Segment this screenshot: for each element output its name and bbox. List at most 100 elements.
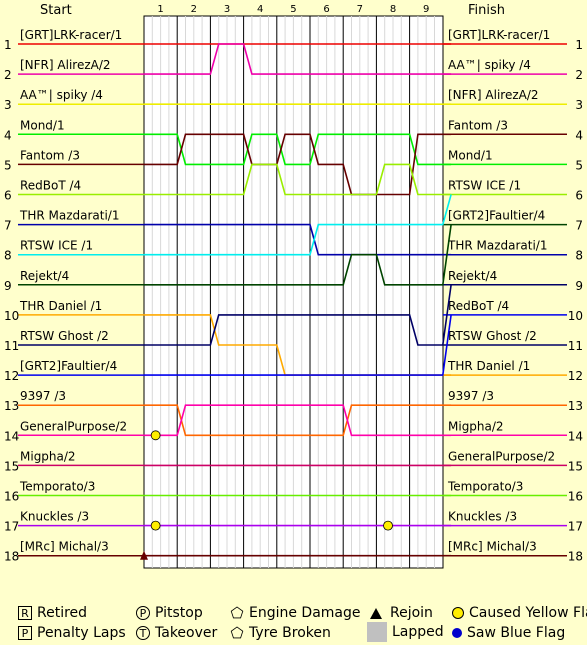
- finish-driver-label: RedBoT /4: [448, 299, 509, 313]
- legend-rejoin-label: Rejoin: [390, 605, 433, 621]
- position-label-right: 9: [575, 279, 583, 293]
- position-label-right: 7: [575, 219, 583, 233]
- series-line: [144, 163, 452, 196]
- start-driver-label: Temporato/3: [19, 480, 95, 494]
- penalty-icon: P: [18, 626, 32, 640]
- position-label-right: 8: [575, 249, 583, 263]
- position-label-right: 4: [575, 128, 583, 142]
- start-driver-label: THR Mazdarati/1: [19, 209, 120, 223]
- pitstop-icon: P: [136, 606, 150, 620]
- position-label-right: 18: [568, 550, 583, 564]
- position-label-left: 17: [4, 520, 19, 534]
- start-driver-label: Rejekt/4: [20, 269, 69, 283]
- legend-lapped: Lapped: [367, 622, 444, 642]
- blue-flag-icon: [452, 628, 462, 638]
- rejoin-marker: [140, 550, 148, 560]
- legend-rejoin: Rejoin: [370, 605, 433, 621]
- start-driver-label: Migpha/2: [20, 449, 76, 463]
- finish-driver-label: [GRT2]Faultier/4: [448, 209, 545, 223]
- yellow-flag-icon: [452, 607, 464, 619]
- start-driver-label: GeneralPurpose/2: [20, 419, 127, 433]
- yellow-flag-marker: [383, 520, 393, 531]
- start-driver-label: [MRc] Michal/3: [20, 540, 109, 554]
- legend-yellow-label: Caused Yellow Flag: [469, 605, 587, 621]
- series-line: [144, 224, 452, 286]
- legend-lapped-label: Lapped: [392, 624, 444, 640]
- start-driver-label: 9397 /3: [20, 389, 66, 403]
- position-label-left: 7: [4, 219, 12, 233]
- yellow-flag-marker: [150, 430, 161, 441]
- series-line: [144, 404, 452, 437]
- finish-driver-label: [GRT]LRK-racer/1: [448, 28, 550, 42]
- event-markers: [140, 430, 393, 560]
- position-label-left: 8: [4, 249, 12, 263]
- position-label-left: 1: [4, 38, 12, 52]
- start-driver-label: RTSW ICE /1: [20, 239, 93, 253]
- legend-takeover: T Takeover: [136, 625, 217, 641]
- lap-label: 9: [423, 4, 429, 15]
- finish-driver-label: AA™| spiky /4: [448, 58, 531, 72]
- position-label-left: 3: [4, 98, 12, 112]
- position-label-right: 5: [575, 158, 583, 172]
- finish-driver-label: RTSW ICE /1: [448, 179, 521, 193]
- legend-blue: Saw Blue Flag: [452, 625, 565, 641]
- finish-driver-label: Migpha/2: [448, 419, 504, 433]
- finish-driver-label: Fantom /3: [448, 118, 508, 132]
- legend: R Retired P Penalty Laps P Pitstop T Tak…: [0, 600, 587, 645]
- rejoin-icon: [370, 607, 382, 619]
- finish-driver-label: THR Mazdarati/1: [447, 239, 548, 253]
- lap-label: 8: [390, 4, 396, 15]
- legend-engine-label: Engine Damage: [249, 605, 361, 621]
- legend-penalty-label: Penalty Laps: [37, 625, 126, 641]
- lapped-icon: [367, 622, 387, 642]
- finish-header: Finish: [468, 3, 505, 18]
- position-label-right: 10: [568, 309, 583, 323]
- finish-driver-label: Mond/1: [448, 148, 493, 162]
- finish-driver-label: Rejekt/4: [448, 269, 497, 283]
- legend-blue-label: Saw Blue Flag: [467, 625, 566, 641]
- series-line: [144, 314, 452, 376]
- position-label-left: 2: [4, 68, 12, 82]
- start-driver-label: [GRT]LRK-racer/1: [20, 28, 122, 42]
- start-driver-label: Fantom /3: [20, 148, 80, 162]
- start-driver-label: RedBoT /4: [20, 179, 81, 193]
- finish-driver-label: RTSW Ghost /2: [448, 329, 537, 343]
- legend-retired: R Retired: [18, 605, 87, 621]
- legend-takeover-label: Takeover: [155, 625, 218, 641]
- lap-label: 5: [290, 4, 296, 15]
- position-label-right: 15: [568, 459, 583, 473]
- position-label-left: 14: [4, 429, 19, 443]
- lap-label: 2: [191, 4, 197, 15]
- position-label-left: 5: [4, 158, 12, 172]
- finish-driver-label: [MRc] Michal/3: [448, 540, 537, 554]
- legend-tyre: ⬠ Tyre Broken: [230, 625, 330, 641]
- lap-label: 3: [224, 4, 230, 15]
- legend-yellow: Caused Yellow Flag: [452, 605, 587, 621]
- series-line: [144, 284, 452, 346]
- series-line: [144, 133, 452, 166]
- series-line: [144, 133, 452, 196]
- start-driver-label: THR Daniel /1: [19, 299, 102, 313]
- lap-label: 7: [357, 4, 363, 15]
- finish-driver-label: THR Daniel /1: [447, 359, 530, 373]
- position-label-right: 17: [568, 520, 583, 534]
- position-label-right: 13: [568, 399, 583, 413]
- series-line: [144, 404, 452, 437]
- lap-label: 6: [323, 4, 329, 15]
- series-line: [144, 194, 452, 256]
- position-label-left: 13: [4, 399, 19, 413]
- position-label-left: 6: [4, 189, 12, 203]
- start-driver-label: RTSW Ghost /2: [20, 329, 109, 343]
- legend-pitstop-label: Pitstop: [155, 605, 203, 621]
- position-label-left: 18: [4, 550, 19, 564]
- yellow-flag-marker: [150, 520, 161, 531]
- legend-pitstop: P Pitstop: [136, 605, 203, 621]
- position-label-left: 15: [4, 459, 19, 473]
- finish-driver-label: Knuckles /3: [448, 510, 517, 524]
- position-label-right: 2: [575, 68, 583, 82]
- position-rows: [18, 43, 567, 557]
- start-driver-label: [NFR] AlirezA/2: [20, 58, 111, 72]
- lap-labels: 1 2 3 4 5 6 7 8 9: [157, 4, 429, 15]
- position-label-right: 11: [568, 339, 583, 353]
